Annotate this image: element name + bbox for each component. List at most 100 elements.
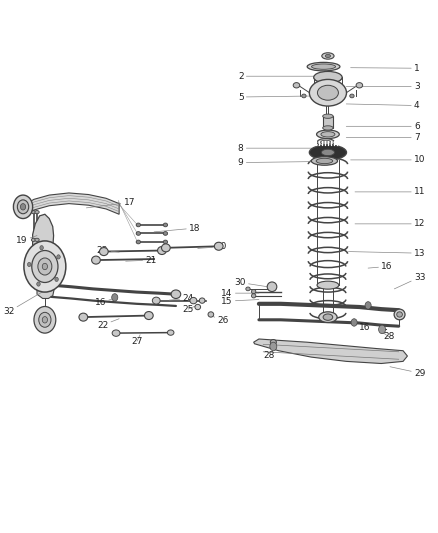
Ellipse shape bbox=[214, 242, 223, 250]
Ellipse shape bbox=[321, 140, 331, 144]
Ellipse shape bbox=[267, 282, 277, 292]
Text: 28: 28 bbox=[381, 332, 395, 341]
Circle shape bbox=[28, 262, 31, 266]
Polygon shape bbox=[21, 193, 119, 217]
Ellipse shape bbox=[397, 312, 403, 317]
Text: 4: 4 bbox=[346, 101, 420, 110]
Text: 16: 16 bbox=[354, 323, 371, 332]
Text: 11: 11 bbox=[355, 188, 425, 196]
Text: 16: 16 bbox=[95, 298, 114, 307]
Polygon shape bbox=[323, 116, 333, 128]
Circle shape bbox=[40, 246, 43, 250]
Ellipse shape bbox=[136, 223, 141, 227]
Ellipse shape bbox=[325, 54, 331, 58]
Text: 30: 30 bbox=[234, 278, 271, 287]
Polygon shape bbox=[254, 339, 407, 364]
Ellipse shape bbox=[32, 211, 36, 214]
Text: 12: 12 bbox=[355, 220, 425, 228]
Polygon shape bbox=[33, 214, 53, 272]
Ellipse shape bbox=[321, 132, 335, 137]
Ellipse shape bbox=[302, 94, 306, 98]
Text: 17: 17 bbox=[86, 198, 135, 208]
Ellipse shape bbox=[356, 83, 363, 88]
Text: 21: 21 bbox=[126, 256, 157, 264]
Text: 28: 28 bbox=[263, 346, 275, 360]
Circle shape bbox=[14, 195, 33, 219]
Ellipse shape bbox=[323, 314, 333, 320]
Ellipse shape bbox=[319, 312, 337, 322]
Ellipse shape bbox=[293, 83, 300, 88]
Ellipse shape bbox=[318, 85, 339, 100]
Text: 26: 26 bbox=[211, 316, 229, 325]
Circle shape bbox=[351, 319, 357, 326]
Text: 15: 15 bbox=[221, 297, 259, 305]
Ellipse shape bbox=[350, 94, 354, 98]
Ellipse shape bbox=[394, 309, 405, 320]
Circle shape bbox=[39, 312, 51, 327]
Ellipse shape bbox=[92, 256, 100, 264]
Ellipse shape bbox=[162, 244, 170, 252]
Circle shape bbox=[37, 282, 40, 286]
Ellipse shape bbox=[323, 126, 333, 130]
Text: 3: 3 bbox=[346, 82, 420, 91]
Text: 1: 1 bbox=[351, 64, 420, 72]
Text: 29: 29 bbox=[390, 367, 425, 377]
Text: 22: 22 bbox=[97, 319, 119, 329]
Text: 7: 7 bbox=[346, 133, 420, 142]
Circle shape bbox=[32, 251, 58, 282]
Ellipse shape bbox=[208, 312, 214, 317]
Ellipse shape bbox=[163, 223, 168, 227]
Ellipse shape bbox=[251, 294, 256, 298]
Ellipse shape bbox=[136, 240, 141, 244]
Ellipse shape bbox=[309, 79, 346, 106]
Ellipse shape bbox=[190, 297, 197, 304]
Ellipse shape bbox=[171, 290, 181, 298]
Ellipse shape bbox=[145, 311, 153, 320]
Circle shape bbox=[18, 200, 29, 214]
Text: 14: 14 bbox=[221, 289, 259, 297]
Ellipse shape bbox=[270, 340, 276, 345]
Text: 20: 20 bbox=[198, 243, 226, 251]
Ellipse shape bbox=[163, 240, 168, 244]
Circle shape bbox=[38, 258, 52, 275]
Text: 8: 8 bbox=[238, 144, 322, 152]
Text: 32: 32 bbox=[3, 288, 49, 316]
Ellipse shape bbox=[307, 62, 340, 71]
Ellipse shape bbox=[314, 71, 342, 83]
Ellipse shape bbox=[317, 281, 339, 289]
Ellipse shape bbox=[163, 231, 168, 236]
Ellipse shape bbox=[321, 149, 335, 156]
Text: 33: 33 bbox=[394, 273, 425, 289]
Ellipse shape bbox=[32, 238, 36, 241]
Text: 10: 10 bbox=[351, 156, 425, 164]
Text: 13: 13 bbox=[349, 249, 425, 257]
Circle shape bbox=[378, 325, 385, 334]
Text: 5: 5 bbox=[238, 93, 316, 101]
Ellipse shape bbox=[167, 330, 174, 335]
Ellipse shape bbox=[152, 297, 160, 304]
Ellipse shape bbox=[251, 289, 256, 294]
Text: 24: 24 bbox=[170, 294, 194, 303]
Ellipse shape bbox=[79, 313, 88, 321]
Ellipse shape bbox=[316, 158, 333, 164]
Circle shape bbox=[21, 204, 26, 210]
Polygon shape bbox=[37, 280, 54, 298]
Circle shape bbox=[34, 306, 56, 333]
Ellipse shape bbox=[195, 304, 201, 310]
Text: 16: 16 bbox=[368, 262, 393, 271]
Text: 18: 18 bbox=[154, 224, 201, 232]
Text: 19: 19 bbox=[16, 236, 37, 245]
Ellipse shape bbox=[35, 211, 39, 214]
Ellipse shape bbox=[112, 330, 120, 336]
Ellipse shape bbox=[199, 298, 205, 303]
Ellipse shape bbox=[322, 53, 334, 59]
Circle shape bbox=[365, 302, 371, 309]
Ellipse shape bbox=[317, 130, 339, 139]
Circle shape bbox=[42, 317, 47, 323]
Circle shape bbox=[24, 241, 66, 292]
Circle shape bbox=[57, 255, 60, 259]
Text: 27: 27 bbox=[131, 335, 143, 345]
Ellipse shape bbox=[246, 287, 250, 291]
Ellipse shape bbox=[317, 139, 335, 146]
Circle shape bbox=[112, 294, 118, 301]
